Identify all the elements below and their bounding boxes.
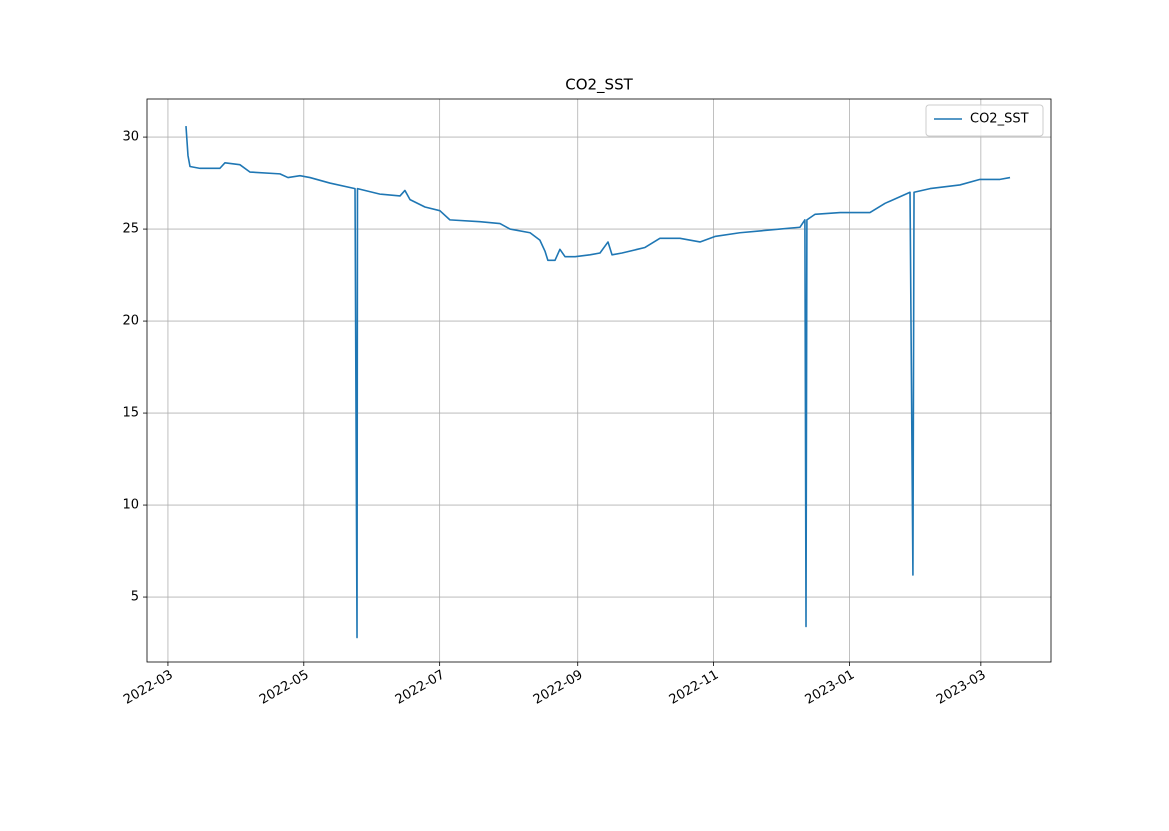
data-line (185, 125, 1011, 639)
x-tick-label: 2022-11 (667, 668, 722, 708)
x-tick-label: 2022-03 (121, 668, 176, 708)
x-tick-label: 2023-03 (934, 668, 989, 708)
x-tick-label: 2022-07 (393, 668, 448, 708)
y-tick-label: 5 (131, 590, 139, 605)
x-tick-label: 2023-01 (803, 668, 858, 708)
legend-box (925, 104, 1044, 137)
legend-label: CO2_SST (970, 112, 1029, 127)
chart-title: CO2_SST (565, 76, 633, 95)
y-tick-label: 10 (122, 498, 139, 513)
x-tick-label: 2022-05 (257, 668, 312, 708)
y-tick-label: 15 (122, 406, 139, 421)
x-tick-label: 2022-09 (531, 668, 586, 708)
y-tick-label: 30 (122, 130, 139, 145)
y-tick-label: 25 (122, 222, 139, 237)
y-tick-label: 20 (122, 314, 139, 329)
axes-frame (146, 98, 1052, 663)
